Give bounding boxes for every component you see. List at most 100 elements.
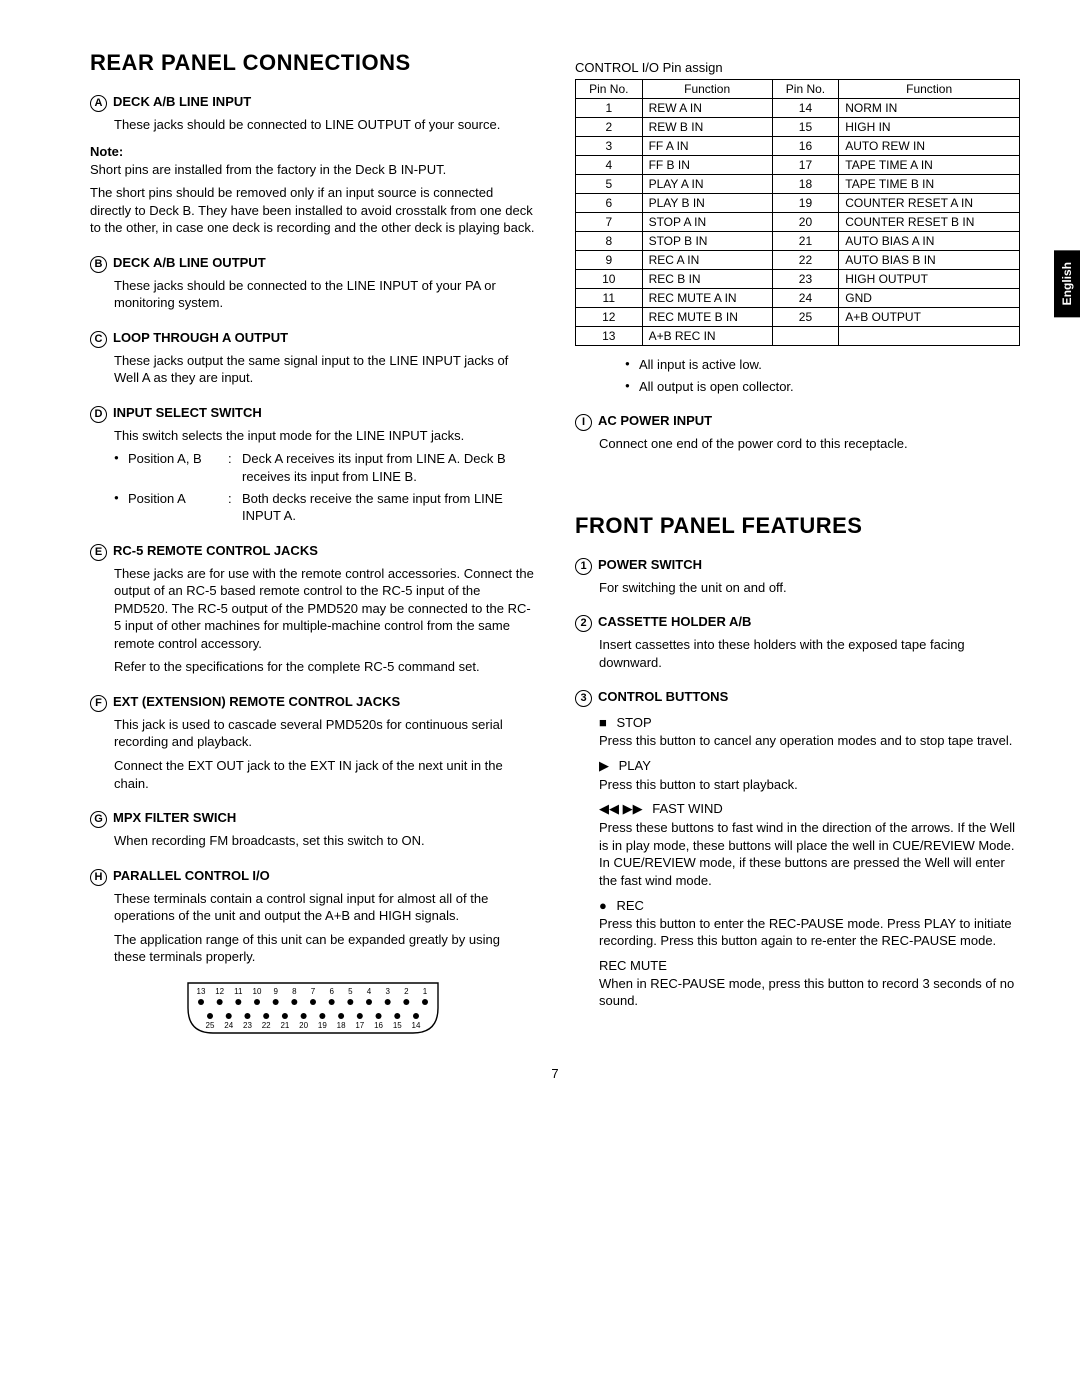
table-header: Pin No. xyxy=(772,80,839,99)
text-E1: These jacks are for use with the remote … xyxy=(114,565,535,653)
fastwind-text: Press these buttons to fast wind in the … xyxy=(599,819,1020,889)
list-item: Position A : Both decks receive the same… xyxy=(114,490,535,525)
svg-text:25: 25 xyxy=(205,1021,214,1030)
section-H: H PARALLEL CONTROL I/O xyxy=(90,868,535,886)
table-cell: 4 xyxy=(576,156,643,175)
section-3: 3 CONTROL BUTTONS xyxy=(575,689,1020,707)
table-cell: 13 xyxy=(576,327,643,346)
table-cell: 15 xyxy=(772,118,839,137)
table-cell: REC A IN xyxy=(642,251,772,270)
table-cell: 5 xyxy=(576,175,643,194)
table-row: 8STOP B IN21AUTO BIAS A IN xyxy=(576,232,1020,251)
front-title: FRONT PANEL FEATURES xyxy=(575,513,1020,539)
stop-icon: ■ xyxy=(599,715,607,730)
heading-A: DECK A/B LINE INPUT xyxy=(113,94,251,109)
text-G: When recording FM broadcasts, set this s… xyxy=(114,832,535,850)
heading-1: POWER SWITCH xyxy=(598,557,702,572)
table-cell: NORM IN xyxy=(839,99,1020,118)
circle-num-2: 2 xyxy=(575,615,592,632)
heading-F: EXT (EXTENSION) REMOTE CONTROL JACKS xyxy=(113,694,400,709)
pos-ab-label: Position A, B xyxy=(128,450,228,485)
note-text1: Short pins are installed from the factor… xyxy=(90,161,535,179)
svg-text:18: 18 xyxy=(336,1021,345,1030)
table-cell: COUNTER RESET B IN xyxy=(839,213,1020,232)
text-H2: The application range of this unit can b… xyxy=(114,931,535,966)
pin-table-title: CONTROL I/O Pin assign xyxy=(575,60,1020,75)
list-item: All input is active low. xyxy=(625,356,1020,374)
stop-label: STOP xyxy=(616,715,651,730)
connector-diagram: 1312111098765432125242322212019181716151… xyxy=(183,980,443,1036)
table-row: 5PLAY A IN18TAPE TIME B IN xyxy=(576,175,1020,194)
svg-text:4: 4 xyxy=(366,987,371,996)
text-D: This switch selects the input mode for t… xyxy=(114,427,535,445)
table-cell: 8 xyxy=(576,232,643,251)
language-tab: English xyxy=(1054,250,1080,317)
svg-text:16: 16 xyxy=(374,1021,383,1030)
table-cell: REC MUTE B IN xyxy=(642,308,772,327)
table-cell: 17 xyxy=(772,156,839,175)
table-cell: GND xyxy=(839,289,1020,308)
text-C: These jacks output the same signal input… xyxy=(114,352,535,387)
heading-I: AC POWER INPUT xyxy=(598,413,712,428)
table-cell: 12 xyxy=(576,308,643,327)
table-cell: COUNTER RESET A IN xyxy=(839,194,1020,213)
circle-letter-I: I xyxy=(575,414,592,431)
circle-letter-B: B xyxy=(90,256,107,273)
svg-text:9: 9 xyxy=(273,987,278,996)
right-column: CONTROL I/O Pin assign Pin No.FunctionPi… xyxy=(575,50,1020,1036)
table-cell: A+B OUTPUT xyxy=(839,308,1020,327)
svg-text:17: 17 xyxy=(355,1021,364,1030)
section-I: I AC POWER INPUT xyxy=(575,413,1020,431)
text-I: Connect one end of the power cord to thi… xyxy=(599,435,1020,453)
recmute-text: When in REC-PAUSE mode, press this butto… xyxy=(599,975,1020,1010)
section-F: F EXT (EXTENSION) REMOTE CONTROL JACKS xyxy=(90,694,535,712)
circle-letter-G: G xyxy=(90,811,107,828)
svg-text:12: 12 xyxy=(215,987,224,996)
table-cell: 18 xyxy=(772,175,839,194)
rear-title: REAR PANEL CONNECTIONS xyxy=(90,50,535,76)
fastwind-icon: ◀◀ ▶▶ xyxy=(599,801,643,816)
table-cell: REC MUTE A IN xyxy=(642,289,772,308)
table-cell: HIGH OUTPUT xyxy=(839,270,1020,289)
svg-text:20: 20 xyxy=(299,1021,308,1030)
svg-text:11: 11 xyxy=(234,987,243,996)
table-header: Function xyxy=(839,80,1020,99)
table-header: Function xyxy=(642,80,772,99)
circle-letter-E: E xyxy=(90,544,107,561)
recmute-item: REC MUTE xyxy=(599,958,1020,973)
play-label: PLAY xyxy=(619,758,651,773)
svg-text:1: 1 xyxy=(422,987,427,996)
pos-a-text: Both decks receive the same input from L… xyxy=(242,490,535,525)
circle-letter-D: D xyxy=(90,406,107,423)
table-cell: AUTO REW IN xyxy=(839,137,1020,156)
table-cell: STOP B IN xyxy=(642,232,772,251)
table-cell: 20 xyxy=(772,213,839,232)
svg-text:8: 8 xyxy=(292,987,297,996)
svg-text:24: 24 xyxy=(224,1021,233,1030)
table-cell: REC B IN xyxy=(642,270,772,289)
table-cell: AUTO BIAS B IN xyxy=(839,251,1020,270)
table-row: 11REC MUTE A IN24GND xyxy=(576,289,1020,308)
left-column: REAR PANEL CONNECTIONS A DECK A/B LINE I… xyxy=(90,50,535,1036)
table-row: 7STOP A IN20COUNTER RESET B IN xyxy=(576,213,1020,232)
table-cell: REW A IN xyxy=(642,99,772,118)
svg-text:14: 14 xyxy=(411,1021,420,1030)
circle-letter-A: A xyxy=(90,95,107,112)
table-cell: 24 xyxy=(772,289,839,308)
table-cell: 7 xyxy=(576,213,643,232)
text-2: Insert cassettes into these holders with… xyxy=(599,636,1020,671)
circle-letter-C: C xyxy=(90,331,107,348)
rec-label: REC xyxy=(616,898,643,913)
heading-D: INPUT SELECT SWITCH xyxy=(113,405,262,420)
fastwind-label: FAST WIND xyxy=(652,801,723,816)
table-row: 1REW A IN14NORM IN xyxy=(576,99,1020,118)
table-cell: FF A IN xyxy=(642,137,772,156)
fastwind-item: ◀◀ ▶▶ FAST WIND xyxy=(599,801,1020,817)
svg-text:15: 15 xyxy=(392,1021,401,1030)
pos-a-label: Position A xyxy=(128,490,228,525)
list-item: All output is open collector. xyxy=(625,378,1020,396)
table-row: 12REC MUTE B IN25A+B OUTPUT xyxy=(576,308,1020,327)
table-cell: 21 xyxy=(772,232,839,251)
table-row: 9REC A IN22AUTO BIAS B IN xyxy=(576,251,1020,270)
play-item: ▶ PLAY xyxy=(599,758,1020,774)
